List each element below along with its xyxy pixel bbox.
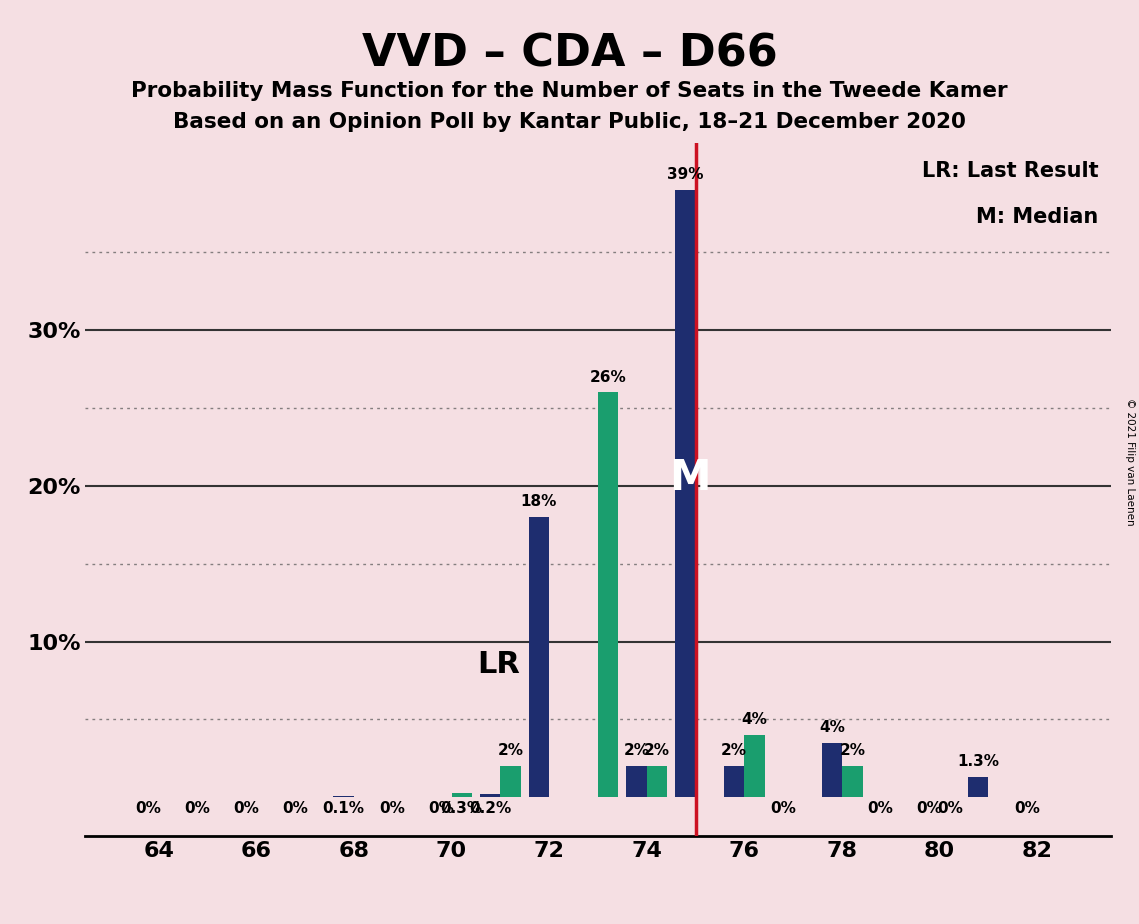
Text: 0%: 0%	[937, 801, 962, 816]
Text: 0%: 0%	[868, 801, 894, 816]
Text: 1.3%: 1.3%	[957, 754, 999, 770]
Bar	[647, 766, 667, 797]
Bar	[842, 766, 862, 797]
Bar	[724, 766, 745, 797]
Text: 0%: 0%	[185, 801, 211, 816]
Text: 2%: 2%	[721, 743, 747, 759]
Text: LR: LR	[477, 650, 519, 679]
Text: 0.3%: 0.3%	[441, 801, 483, 816]
Text: 0%: 0%	[281, 801, 308, 816]
Text: Based on an Opinion Poll by Kantar Public, 18–21 December 2020: Based on an Opinion Poll by Kantar Publi…	[173, 112, 966, 132]
Bar	[968, 777, 989, 797]
Text: 0%: 0%	[428, 801, 454, 816]
Bar	[821, 743, 842, 797]
Bar	[745, 735, 765, 797]
Text: M: Median: M: Median	[976, 207, 1098, 227]
Text: 0.2%: 0.2%	[469, 801, 511, 816]
Text: Probability Mass Function for the Number of Seats in the Tweede Kamer: Probability Mass Function for the Number…	[131, 81, 1008, 102]
Text: 0%: 0%	[379, 801, 405, 816]
Text: 2%: 2%	[498, 743, 524, 759]
Text: 2%: 2%	[644, 743, 670, 759]
Text: 2%: 2%	[839, 743, 866, 759]
Text: LR: Last Result: LR: Last Result	[921, 161, 1098, 180]
Bar	[500, 766, 521, 797]
Bar	[675, 190, 696, 797]
Text: M: M	[669, 457, 711, 499]
Text: 39%: 39%	[667, 167, 704, 182]
Text: 26%: 26%	[590, 370, 626, 384]
Bar	[480, 794, 500, 797]
Text: 0%: 0%	[233, 801, 259, 816]
Text: 0%: 0%	[917, 801, 942, 816]
Bar	[528, 517, 549, 797]
Bar	[451, 793, 472, 797]
Text: 18%: 18%	[521, 494, 557, 509]
Bar	[334, 796, 354, 797]
Text: VVD – CDA – D66: VVD – CDA – D66	[361, 32, 778, 76]
Text: 0%: 0%	[136, 801, 162, 816]
Text: 0.1%: 0.1%	[322, 801, 364, 816]
Bar	[598, 393, 618, 797]
Text: © 2021 Filip van Laenen: © 2021 Filip van Laenen	[1125, 398, 1134, 526]
Bar	[626, 766, 647, 797]
Text: 2%: 2%	[623, 743, 649, 759]
Text: 4%: 4%	[741, 712, 768, 727]
Text: 0%: 0%	[1014, 801, 1040, 816]
Text: 4%: 4%	[819, 720, 845, 735]
Text: 0%: 0%	[770, 801, 796, 816]
